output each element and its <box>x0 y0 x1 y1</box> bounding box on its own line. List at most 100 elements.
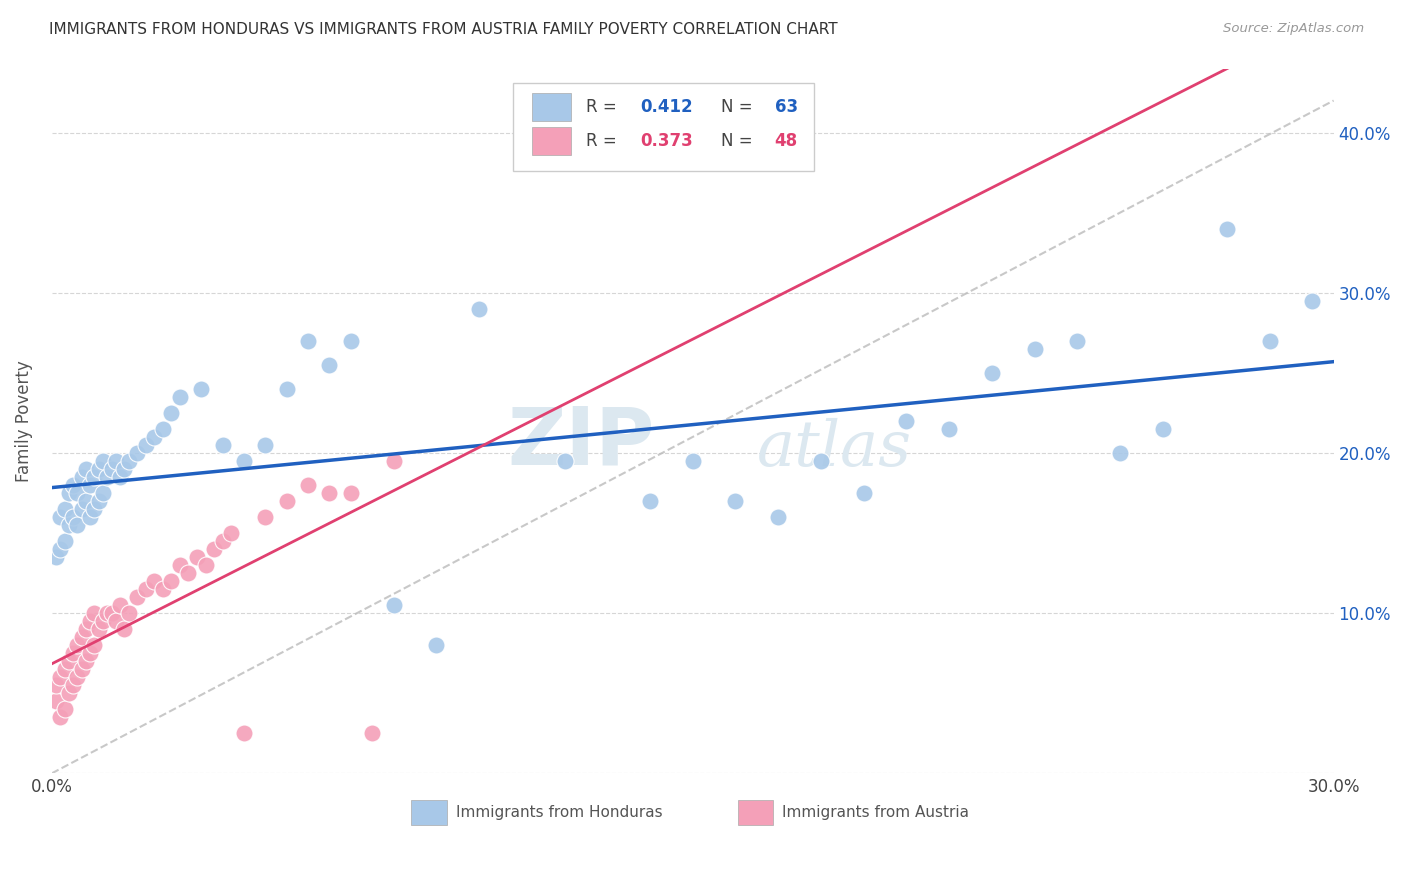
Point <box>79 614 101 628</box>
Text: Immigrants from Honduras: Immigrants from Honduras <box>456 805 662 820</box>
Point <box>896 414 918 428</box>
Point <box>766 510 789 524</box>
Point <box>108 470 131 484</box>
Point <box>190 382 212 396</box>
Point <box>152 422 174 436</box>
Text: 0.412: 0.412 <box>640 98 693 116</box>
Point <box>45 678 67 692</box>
Text: IMMIGRANTS FROM HONDURAS VS IMMIGRANTS FROM AUSTRIA FAMILY POVERTY CORRELATION C: IMMIGRANTS FROM HONDURAS VS IMMIGRANTS F… <box>49 22 838 37</box>
Point <box>87 494 110 508</box>
Point <box>852 486 875 500</box>
Point <box>1152 422 1174 436</box>
FancyBboxPatch shape <box>411 800 447 825</box>
Point <box>108 598 131 612</box>
Point <box>83 638 105 652</box>
Point <box>75 654 97 668</box>
Point <box>382 454 405 468</box>
Point <box>58 518 80 533</box>
Point <box>79 478 101 492</box>
Point <box>127 590 149 604</box>
Point <box>53 662 76 676</box>
Point <box>276 494 298 508</box>
Point <box>87 462 110 476</box>
Point <box>45 550 67 565</box>
Point <box>297 478 319 492</box>
Point <box>254 510 277 524</box>
Point <box>100 462 122 476</box>
Point <box>70 662 93 676</box>
Point <box>425 638 447 652</box>
Point <box>62 646 84 660</box>
Point <box>91 486 114 500</box>
Point <box>112 462 135 476</box>
Point <box>127 446 149 460</box>
Point <box>100 606 122 620</box>
Point <box>186 550 208 565</box>
Point <box>70 630 93 644</box>
Point <box>318 486 340 500</box>
Point <box>938 422 960 436</box>
Y-axis label: Family Poverty: Family Poverty <box>15 360 32 482</box>
Point <box>682 454 704 468</box>
Point <box>104 454 127 468</box>
Point <box>1258 334 1281 348</box>
Point <box>79 646 101 660</box>
Point <box>49 510 72 524</box>
Point <box>135 438 157 452</box>
Text: 0.373: 0.373 <box>640 132 693 150</box>
Text: atlas: atlas <box>756 418 911 480</box>
Point <box>143 574 166 588</box>
Point <box>83 470 105 484</box>
FancyBboxPatch shape <box>533 93 571 121</box>
Point <box>70 502 93 516</box>
Point <box>58 486 80 500</box>
Point <box>66 486 89 500</box>
Point <box>58 686 80 700</box>
Text: 48: 48 <box>775 132 797 150</box>
Point <box>211 534 233 549</box>
Point <box>83 606 105 620</box>
Point <box>96 470 118 484</box>
Point <box>1301 293 1323 308</box>
Point <box>70 470 93 484</box>
Point <box>62 678 84 692</box>
Text: N =: N = <box>721 132 758 150</box>
Point <box>79 510 101 524</box>
Point <box>276 382 298 396</box>
Point <box>254 438 277 452</box>
Point <box>382 598 405 612</box>
Point <box>66 518 89 533</box>
Point <box>118 454 141 468</box>
Point <box>160 574 183 588</box>
Point <box>1109 446 1132 460</box>
Point <box>75 462 97 476</box>
Text: N =: N = <box>721 98 758 116</box>
Point <box>49 710 72 724</box>
Text: R =: R = <box>586 132 623 150</box>
Point <box>135 582 157 596</box>
Point <box>143 430 166 444</box>
Point <box>980 366 1002 380</box>
Point <box>112 622 135 636</box>
Point <box>177 566 200 580</box>
Point <box>233 726 256 740</box>
Point <box>91 614 114 628</box>
Point <box>724 494 747 508</box>
Point <box>66 638 89 652</box>
Point <box>83 502 105 516</box>
Point <box>169 390 191 404</box>
Point <box>62 510 84 524</box>
Point <box>169 558 191 573</box>
Point <box>340 486 363 500</box>
Point <box>152 582 174 596</box>
Point <box>202 542 225 557</box>
Point <box>87 622 110 636</box>
Point <box>49 670 72 684</box>
Text: R =: R = <box>586 98 623 116</box>
Point <box>49 542 72 557</box>
Point <box>1216 221 1239 235</box>
Point <box>104 614 127 628</box>
FancyBboxPatch shape <box>533 127 571 155</box>
FancyBboxPatch shape <box>738 800 773 825</box>
Point <box>58 654 80 668</box>
